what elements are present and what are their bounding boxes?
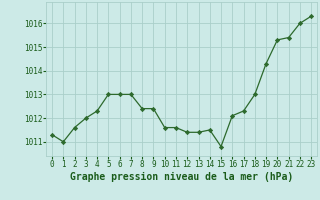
X-axis label: Graphe pression niveau de la mer (hPa): Graphe pression niveau de la mer (hPa) (70, 172, 293, 182)
